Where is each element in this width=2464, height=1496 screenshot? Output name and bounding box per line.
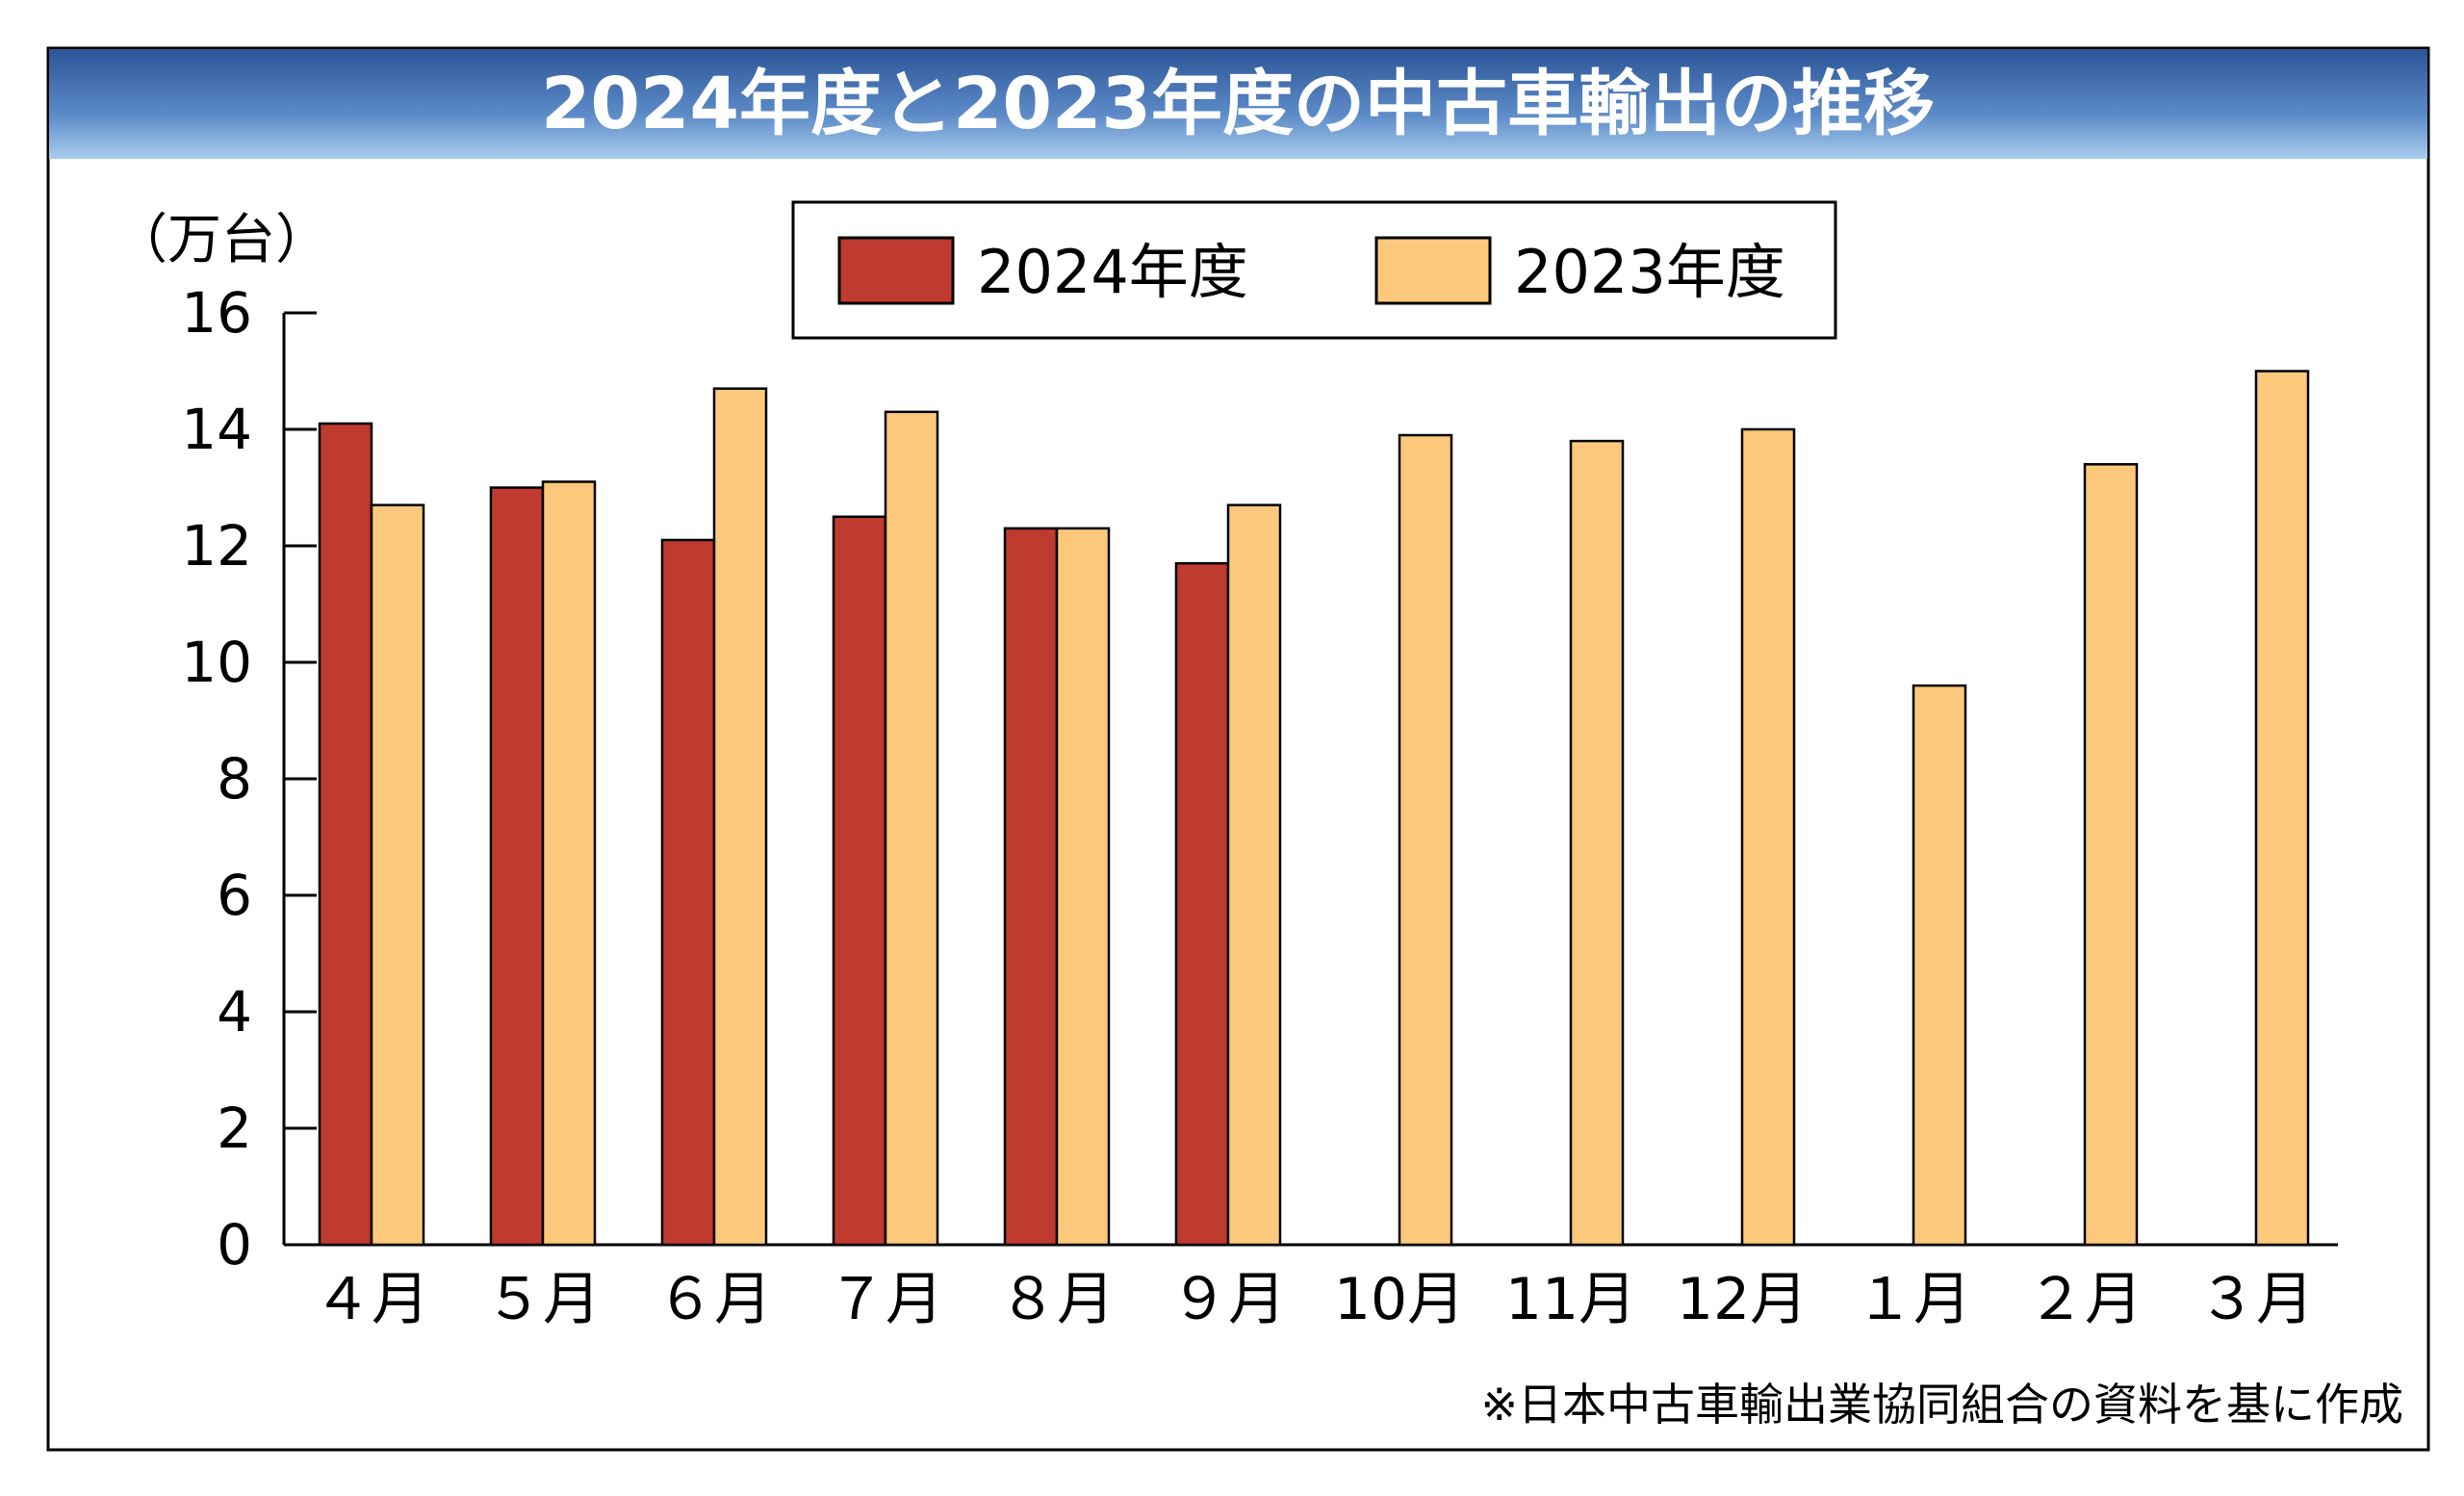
source-note: ※日本中古車輸出業協同組合の資料を基に作成 [1480,1379,2403,1431]
y-axis-unit-label: （万台） [114,209,329,271]
x-tick-label: 10月 [1334,1266,1465,1333]
bar-2024 [318,422,373,1247]
bar-2023 [1912,684,1967,1247]
bar-2023 [1569,439,1625,1247]
x-tick-label: 12月 [1677,1266,1808,1333]
bar-2023 [370,503,425,1247]
y-tick-label: 16 [181,280,252,346]
y-tick-label: 0 [217,1212,252,1277]
legend: 2024年度 2023年度 [791,200,1837,340]
x-tick-label: ６月 [656,1266,772,1333]
title-bar [49,49,2427,159]
bar-2023 [1226,503,1282,1247]
bar-2023 [2254,370,2310,1247]
y-tick-label: 10 [181,630,252,695]
bar-2023 [712,387,768,1247]
x-tick-label: ７月 [828,1266,943,1333]
x-tick-label: ８月 [999,1266,1115,1333]
legend-swatch [837,236,955,305]
bar-2023 [541,480,597,1247]
x-tick-label: ２月 [2027,1266,2143,1333]
bar-2023 [1055,527,1111,1247]
y-tick-label: 14 [181,397,252,462]
y-tick-label: 2 [217,1096,252,1161]
y-tick-label: 8 [217,746,252,812]
bar-2024 [1003,527,1059,1247]
bar-2024 [489,486,545,1247]
x-tick-label: ４月 [314,1266,429,1333]
chart-title: 2024年度と2023年度の中古車輸出の推移 [541,63,1935,145]
x-tick-label: ３月 [2198,1266,2314,1333]
bar-2023 [1398,433,1453,1247]
legend-label: 2023年度 [1514,237,1785,307]
y-tick-label: 4 [217,979,252,1045]
bar-2024 [832,515,887,1247]
bar-2024 [1174,561,1230,1247]
x-tick-label: １月 [1856,1266,1971,1333]
y-tick-label: 6 [217,863,252,928]
y-tick-label: 12 [181,513,252,579]
legend-label: 2024年度 [977,237,1248,307]
bar-2024 [660,538,716,1247]
legend-box [791,200,1837,340]
bar-2023 [884,410,939,1247]
bar-2023 [2083,463,2139,1247]
x-tick-label: ９月 [1170,1266,1286,1333]
legend-swatch [1374,236,1492,305]
bar-2023 [1740,427,1796,1247]
x-tick-label: ５月 [485,1266,601,1333]
x-tick-label: 11月 [1505,1266,1636,1333]
